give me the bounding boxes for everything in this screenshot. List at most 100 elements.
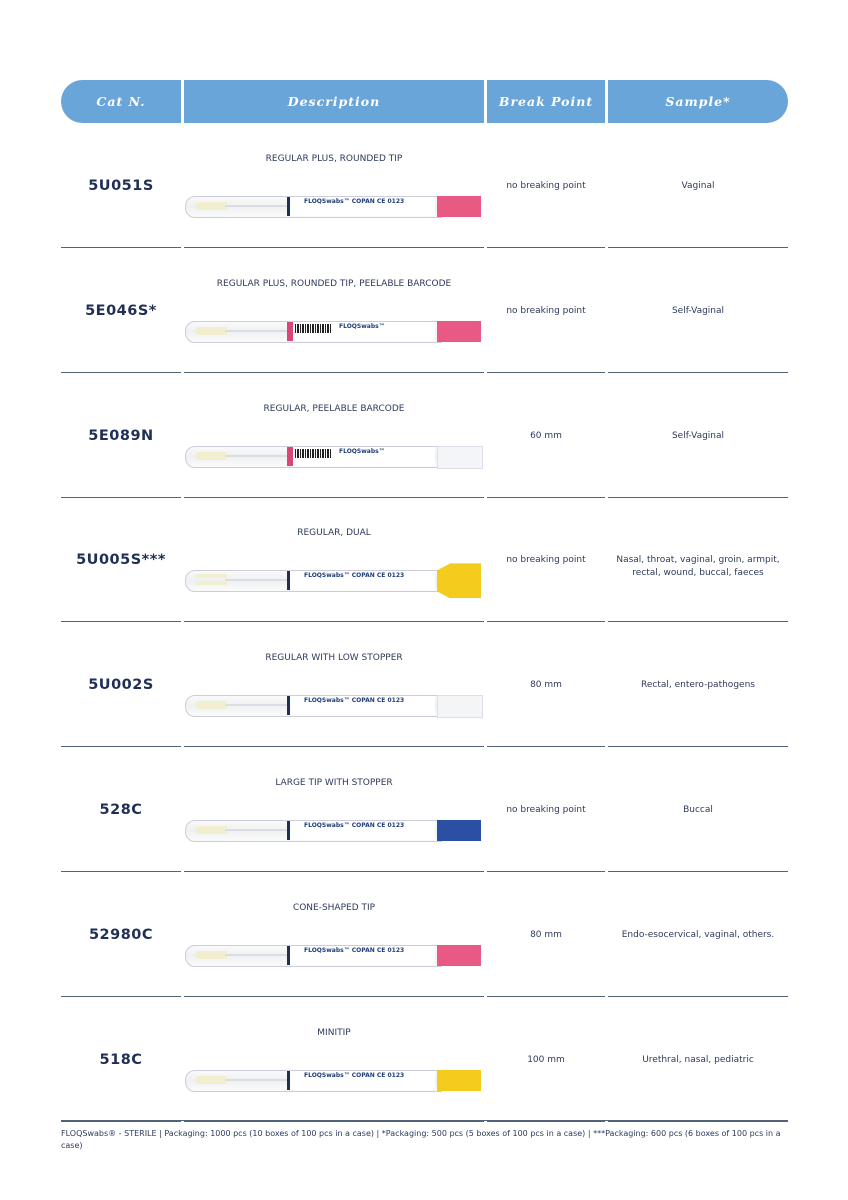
break-point: 80 mm [530, 929, 562, 940]
label-brand: FLOQSwabs™ COPAN CE 0123 [304, 198, 405, 205]
break-point: 100 mm [527, 1054, 565, 1065]
row-divider [184, 746, 484, 748]
cat-number: 5U005S*** [76, 552, 166, 569]
break-point: 60 mm [530, 430, 562, 441]
swab-shaft [225, 829, 287, 831]
header-sample: Sample* [608, 80, 788, 123]
swab-label: FLOQSwabs™ [287, 446, 435, 466]
description: LARGE TIP WITH STOPPER [275, 778, 393, 788]
label-brand: FLOQSwabs™ COPAN CE 0123 [304, 822, 405, 829]
sample: Self-Vaginal [671, 305, 725, 316]
break-point: no breaking point [506, 305, 586, 316]
swab-label: FLOQSwabs™ COPAN CE 0123 [287, 696, 435, 716]
row-divider [608, 746, 788, 748]
description: REGULAR, PEELABLE BARCODE [263, 403, 405, 414]
row-divider [184, 371, 484, 373]
header-break-point: Break Point [487, 80, 605, 123]
table-header: Cat N. Description Break Point Sample* [61, 80, 788, 123]
row-divider [608, 871, 788, 872]
row-divider [487, 247, 605, 248]
swab-shaft [225, 329, 287, 332]
table-row: 5E046S* REGULAR PLUS, ROUNDED TIP, PEELA… [61, 248, 788, 373]
swab-label: FLOQSwabs™ COPAN CE 0123 [287, 1070, 435, 1090]
swab-cap [437, 695, 483, 719]
row-divider [608, 496, 788, 498]
sample: Self-Vaginal [671, 430, 725, 441]
swab-label: FLOQSwabs™ COPAN CE 0123 [287, 821, 435, 840]
row-divider [608, 247, 788, 248]
description: MINITIP [317, 1027, 351, 1038]
row-divider [608, 995, 788, 997]
sample: Buccal [683, 805, 713, 815]
break-point: 80 mm [530, 680, 562, 691]
swab-tip [195, 950, 227, 959]
row-divider [61, 871, 181, 872]
swab-tip [195, 574, 227, 579]
swab-image: FLOQSwabs™ COPAN CE 0123 [185, 820, 481, 842]
row-divider [184, 247, 484, 248]
row-divider [61, 247, 181, 248]
swab-image: FLOQSwabs™ COPAN CE 0123 [185, 695, 483, 719]
description: REGULAR, DUAL [297, 528, 371, 539]
table-row: 5E089N REGULAR, PEELABLE BARCODE FLOQSwa… [61, 373, 788, 498]
cat-number: 52980C [88, 926, 154, 943]
sample: Vaginal [681, 181, 715, 191]
swab-image: FLOQSwabs™ COPAN CE 0123 [185, 563, 481, 599]
label-brand: FLOQSwabs™ COPAN CE 0123 [304, 697, 405, 705]
cat-number: 5E046S* [85, 302, 157, 319]
row-divider [487, 621, 605, 623]
swab-tip [195, 451, 227, 460]
description: REGULAR PLUS, ROUNDED TIP [265, 154, 403, 164]
barcode-icon [295, 448, 331, 458]
row-divider [487, 1120, 605, 1122]
label-brand: FLOQSwabs™ COPAN CE 0123 [304, 946, 405, 954]
cat-number: 518C [99, 1051, 143, 1068]
swab-shaft [225, 1078, 287, 1081]
swab-cap [437, 563, 481, 599]
swab-shaft [225, 579, 287, 582]
swab-cap [437, 445, 483, 469]
cat-number: 528C [99, 802, 143, 818]
label-brand: FLOQSwabs™ [339, 447, 385, 455]
row-divider [487, 746, 605, 748]
sample: Urethral, nasal, pediatric [642, 1054, 754, 1065]
break-point: no breaking point [506, 181, 586, 191]
row-divider [487, 496, 605, 498]
swab-cap [437, 1069, 481, 1091]
sample: Endo-esocervical, vaginal, others. [621, 929, 775, 940]
label-brand: FLOQSwabs™ COPAN CE 0123 [304, 572, 405, 580]
swab-shaft [225, 704, 287, 707]
row-divider [61, 371, 181, 373]
row-divider [61, 621, 181, 623]
swab-label: FLOQSwabs™ COPAN CE 0123 [287, 571, 435, 591]
cat-number: 5U002S [88, 677, 154, 694]
row-divider [61, 746, 181, 748]
swab-label: FLOQSwabs™ COPAN CE 0123 [287, 197, 435, 216]
row-divider [184, 995, 484, 997]
row-divider [184, 1120, 484, 1122]
swab-shaft [225, 953, 287, 956]
table-row: 518C MINITIP FLOQSwabs™ COPAN CE 0123 10… [61, 997, 788, 1122]
row-divider [61, 1120, 181, 1122]
description: CONE-SHAPED TIP [292, 902, 376, 913]
table-row: 5U051S REGULAR PLUS, ROUNDED TIP FLOQSwa… [61, 123, 788, 248]
swab-label: FLOQSwabs™ COPAN CE 0123 [287, 945, 435, 965]
row-divider [184, 871, 484, 872]
swab-image: FLOQSwabs™ COPAN CE 0123 [185, 196, 481, 218]
swab-tip [195, 826, 227, 834]
swab-shaft [225, 205, 287, 207]
swab-cap [437, 196, 481, 217]
cat-number: 5U051S [88, 178, 154, 194]
row-divider [487, 995, 605, 997]
header-description: Description [184, 80, 484, 123]
barcode-icon [295, 323, 331, 333]
swab-image: FLOQSwabs™ COPAN CE 0123 [185, 944, 481, 967]
header-cat: Cat N. [61, 80, 181, 123]
table-row: 528C LARGE TIP WITH STOPPER FLOQSwabs™ C… [61, 747, 788, 872]
swab-tip [195, 202, 227, 210]
swab-cap [437, 320, 481, 342]
description: REGULAR WITH LOW STOPPER [265, 653, 403, 664]
footer-note: FLOQSwabs® - STERILE | Packaging: 1000 p… [61, 1129, 781, 1150]
swab-tip [195, 326, 227, 335]
